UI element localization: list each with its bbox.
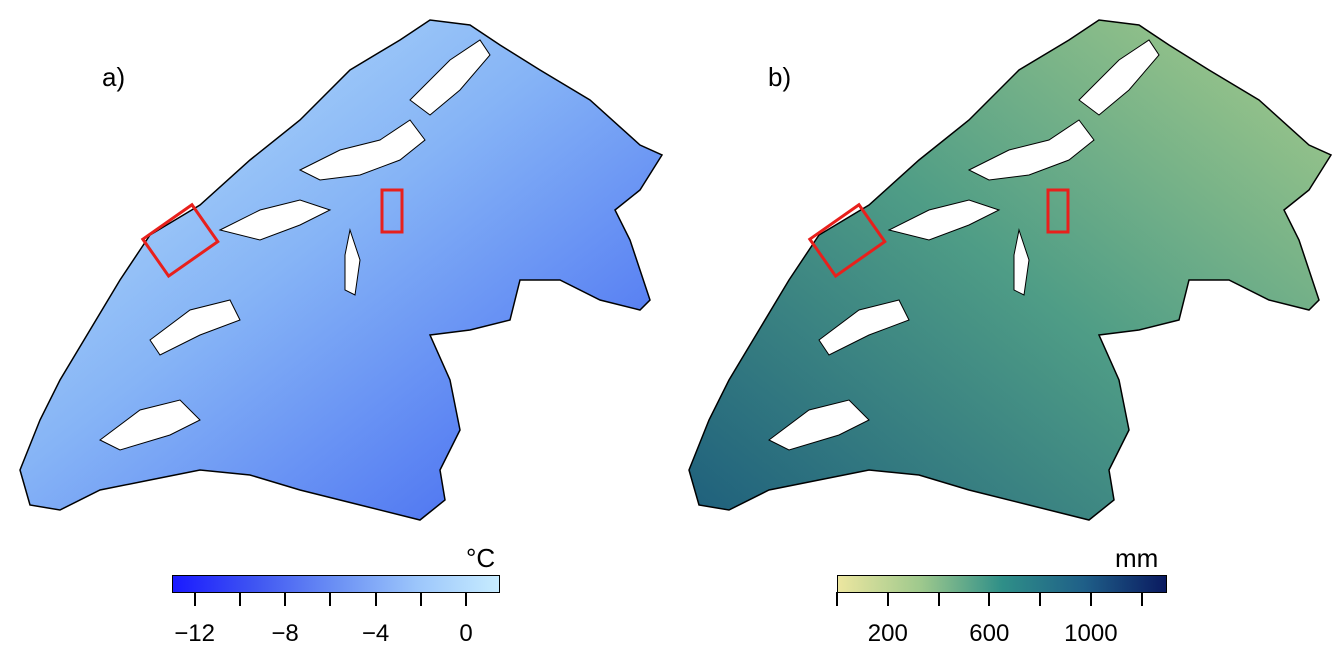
colorbar-tick xyxy=(419,592,422,606)
highlight-box-east xyxy=(1046,188,1070,234)
precipitation-colorbar xyxy=(837,575,1167,593)
panel-b-precipitation-map: b) mm 200 600 1000 xyxy=(669,0,1338,654)
colorbar-tick xyxy=(886,592,889,606)
colorbar-tick xyxy=(937,592,940,606)
temperature-colorbar xyxy=(172,575,500,593)
colorbar-tick-label: 600 xyxy=(969,620,1010,647)
precipitation-map xyxy=(688,19,1333,521)
panel-label: a) xyxy=(102,62,126,92)
colorbar-tick xyxy=(329,592,332,606)
highlight-box-west xyxy=(140,202,220,279)
colorbar-tick xyxy=(1089,592,1092,606)
land-region xyxy=(19,19,664,521)
highlight-box-east xyxy=(380,188,404,234)
panel-label: b) xyxy=(768,62,792,92)
colorbar-tick-label: −4 xyxy=(361,620,390,647)
colorbar-tick-label: −12 xyxy=(174,620,215,647)
unit-label: mm xyxy=(1115,543,1159,573)
colorbar-tick xyxy=(193,592,196,606)
colorbar-tick-label: 200 xyxy=(867,620,908,647)
colorbar-tick xyxy=(836,592,838,606)
panel-a-temperature-map: a) °C −12 −8 −4 0 xyxy=(19,19,664,647)
colorbar-tick xyxy=(238,592,241,606)
colorbar-tick xyxy=(1140,592,1143,606)
colorbar-tick xyxy=(1039,592,1042,606)
fjord-network xyxy=(99,39,491,451)
land-region xyxy=(688,19,1333,521)
highlight-box-west xyxy=(807,202,887,279)
unit-label: °C xyxy=(466,543,496,573)
colorbar-tick xyxy=(988,592,991,606)
fjord-network xyxy=(768,39,1160,451)
colorbar-tick-label: 0 xyxy=(459,620,473,647)
temperature-map xyxy=(19,19,664,521)
colorbar-tick xyxy=(465,592,468,606)
colorbar-tick-label: 1000 xyxy=(1064,620,1118,647)
colorbar-tick xyxy=(284,592,287,606)
colorbar-tick-label: −8 xyxy=(271,620,299,647)
colorbar-tick xyxy=(374,592,377,606)
